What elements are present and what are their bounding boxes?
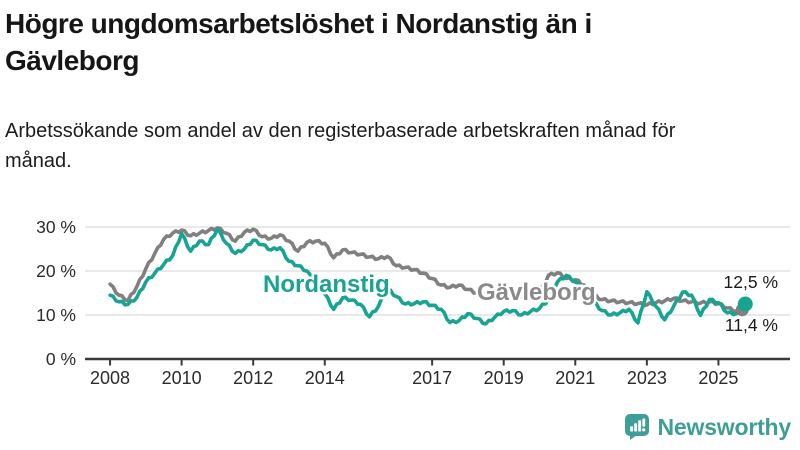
chart-title: Högre ungdomsarbetslöshet i Nordanstig ä… xyxy=(5,8,592,77)
x-tick-label: 2023 xyxy=(627,368,667,388)
x-tick-label: 2021 xyxy=(555,368,595,388)
y-tick-label: 10 % xyxy=(36,305,76,325)
x-tick-label: 2019 xyxy=(484,368,524,388)
x-tick-label: 2025 xyxy=(698,368,738,388)
x-tick-label: 2012 xyxy=(233,368,273,388)
newsworthy-wordmark: Newsworthy xyxy=(657,413,792,440)
end-value-label: 11,4 % xyxy=(725,315,778,335)
x-tick-label: 2008 xyxy=(90,368,130,388)
line-chart: 2008 2010 2012 2014 2017 2019 2021 2023 2025 0 % 1… xyxy=(36,217,790,388)
x-tick-label: 2014 xyxy=(305,368,345,388)
y-tick-label: 0 % xyxy=(46,349,76,369)
series-line-nordanstig xyxy=(108,227,748,326)
y-tick-label: 30 % xyxy=(36,217,76,237)
chart-subtitle: Arbetssökande som andel av den registerb… xyxy=(5,120,676,172)
newsworthy-icon xyxy=(624,414,649,440)
series-label-gvleborg: Gävleborg xyxy=(477,279,596,306)
x-tick-label: 2017 xyxy=(412,368,452,388)
x-tick-label: 2010 xyxy=(162,368,202,388)
end-value-label: 12,5 % xyxy=(724,272,778,292)
series-label-nordanstig: Nordanstig xyxy=(263,271,390,298)
y-tick-label: 20 % xyxy=(36,261,76,281)
newsworthy-logo: Newsworthy xyxy=(624,413,791,441)
end-dot-nordanstig xyxy=(737,296,753,312)
